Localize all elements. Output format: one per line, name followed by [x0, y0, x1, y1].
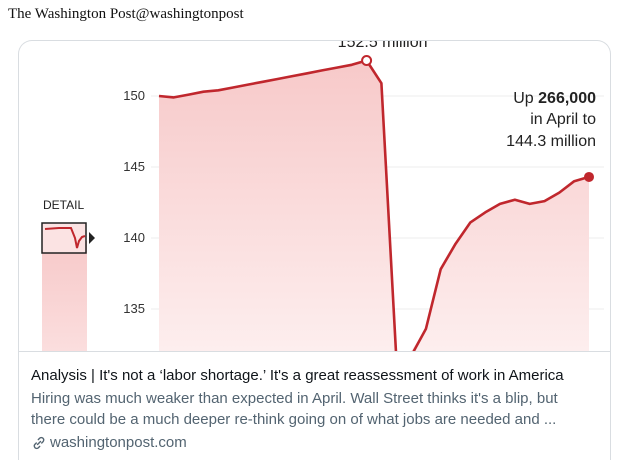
y-tick-label: 145	[123, 159, 145, 174]
peak-marker[interactable]	[362, 56, 371, 65]
latest-annotation-line-2: in April to	[530, 111, 596, 128]
detail-pointer-icon	[89, 232, 95, 244]
y-tick-label: 135	[123, 301, 145, 316]
detail-label: DETAIL	[43, 198, 84, 212]
card-description-line-1: Hiring was much weaker than expected in …	[31, 388, 603, 409]
latest-annotation-line-1: Up 266,000	[513, 90, 596, 107]
card-description: Hiring was much weaker than expected in …	[31, 388, 603, 430]
detail-fill	[42, 241, 87, 351]
latest-marker[interactable]	[584, 172, 594, 182]
link-icon	[31, 435, 47, 451]
peak-label: 152.5 million	[338, 41, 428, 51]
employment-chart: 135 140 145 150 152.5 million Up 266,000 in A…	[19, 41, 610, 351]
card-title[interactable]: Analysis | It's not a ‘labor shortage.’ …	[31, 367, 564, 384]
card-text-area[interactable]: Analysis | It's not a ‘labor shortage.’ …	[19, 351, 610, 460]
card-chart-image[interactable]: 135 140 145 150 152.5 million Up 266,000 in A…	[19, 41, 610, 351]
card-domain[interactable]: washingtonpost.com	[31, 434, 187, 451]
card-domain-text: washingtonpost.com	[50, 434, 187, 451]
link-preview-card[interactable]: 135 140 145 150 152.5 million Up 266,000 in A…	[18, 40, 611, 460]
y-tick-label: 140	[123, 230, 145, 245]
card-description-line-2: there could be a much deeper re-think go…	[31, 409, 603, 430]
y-tick-label: 150	[123, 88, 145, 103]
tweet-author-line[interactable]: The Washington Post@washingtonpost	[8, 6, 244, 23]
latest-annotation-line-3: 144.3 million	[506, 133, 596, 150]
